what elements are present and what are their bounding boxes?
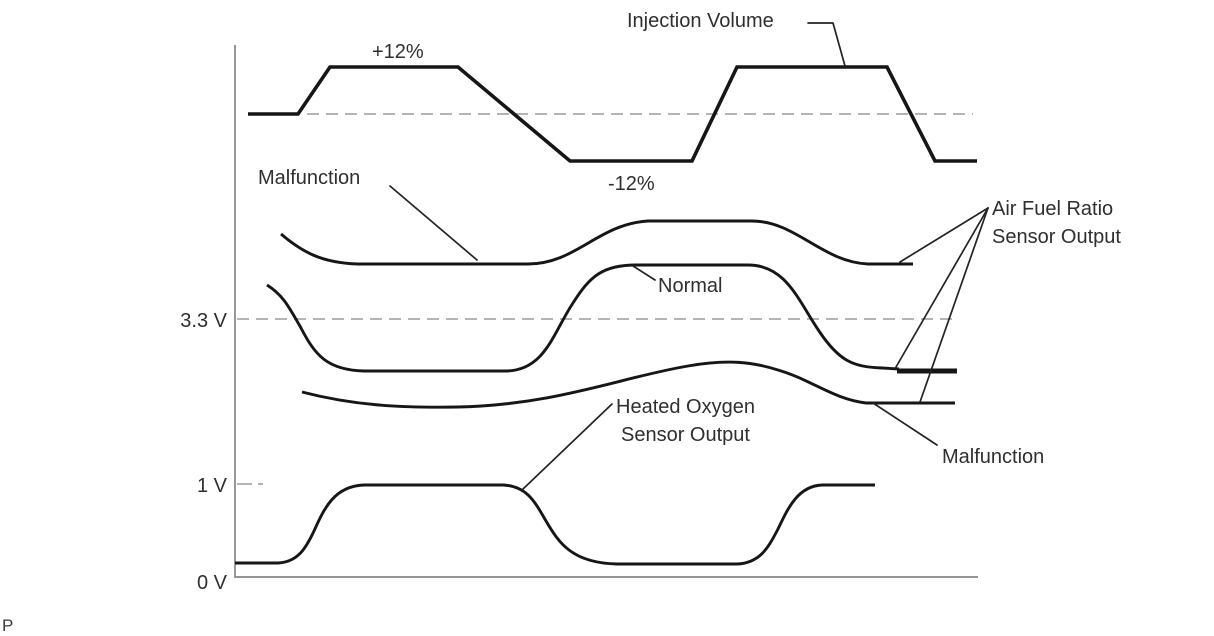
afr-leader-line-lower [919, 207, 989, 403]
air-fuel-ratio-label-line2: Sensor Output [992, 226, 1121, 248]
afr-malfunction-upper-curve [280, 219, 913, 266]
heated-oxygen-sensor-curve [235, 483, 875, 566]
heated-oxygen-label-line2: Sensor Output [621, 424, 750, 446]
malfunction-right-leader-line [872, 402, 938, 446]
tick-label-0v: 0 V [197, 572, 228, 594]
minus-12-percent-label: -12% [608, 173, 655, 195]
heated-oxygen-leader-line [522, 403, 613, 490]
malfunction-left-label: Malfunction [258, 167, 360, 189]
air-fuel-ratio-label-line1: Air Fuel Ratio [992, 198, 1113, 220]
malfunction-left-leader-line [389, 185, 478, 261]
plus-12-percent-label: +12% [372, 41, 424, 63]
injection-volume-waveform [248, 65, 977, 163]
heated-oxygen-label-line1: Heated Oxygen [616, 396, 755, 418]
normal-leader-line [632, 265, 656, 281]
tick-label-1v: 1 V [197, 475, 228, 497]
page-marker-text: P [2, 616, 13, 635]
afr-normal-curve [266, 263, 900, 373]
malfunction-right-label: Malfunction [942, 446, 1044, 468]
tick-label-3-3v: 3.3 V [180, 310, 227, 332]
normal-label: Normal [658, 275, 722, 297]
afr-leader-line-upper [899, 207, 989, 263]
injection-volume-label: Injection Volume [627, 10, 774, 32]
afr-leader-line-normal [895, 207, 989, 368]
axis-lines [234, 45, 978, 578]
injection-volume-leader-line [807, 22, 846, 67]
afr-malfunction-lower-curve [301, 360, 955, 409]
